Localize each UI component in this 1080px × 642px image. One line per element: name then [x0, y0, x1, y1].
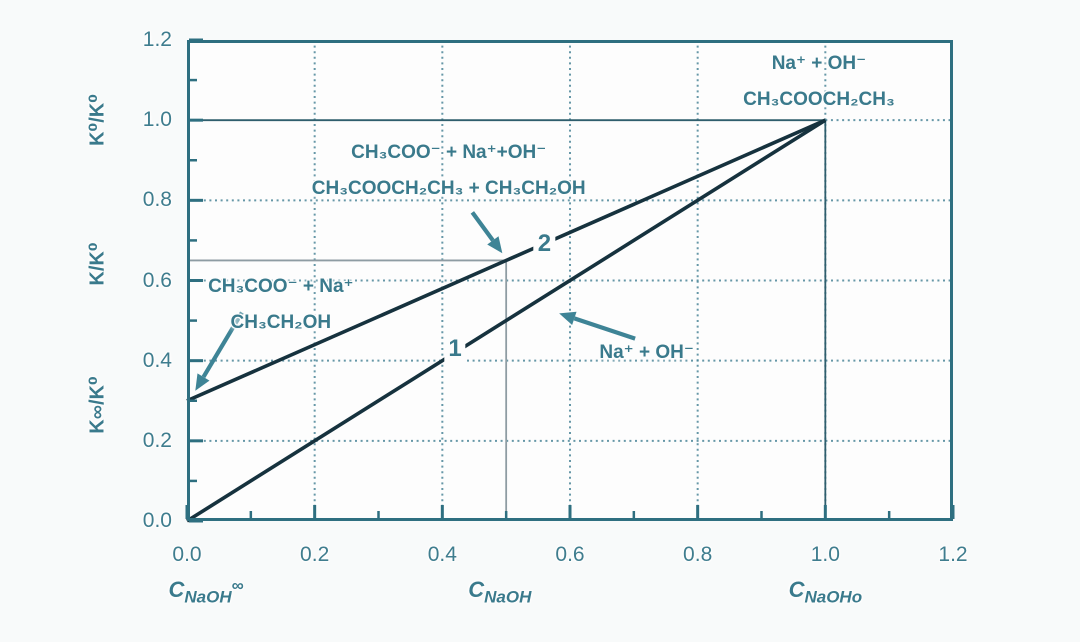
unit-subscript: NaOH [184, 587, 232, 607]
y-tick-label: 0.0 [142, 509, 172, 532]
y-tick-label: 1.2 [142, 28, 172, 51]
unit-main: C [468, 577, 485, 602]
arrow-shaft-final-state [201, 311, 244, 379]
unit-superscript: ∞ [231, 576, 244, 595]
y-tick-label: 0.6 [142, 268, 172, 292]
x-axis-unit-label: CNaOH [468, 576, 531, 607]
x-tick-label: 0.6 [555, 543, 585, 566]
y-tick-label: 1.0 [142, 108, 172, 132]
y-tick-label: 0.8 [142, 188, 172, 212]
x-tick-label: 0.0 [172, 543, 202, 566]
series-line-2 [186, 118, 827, 403]
arrow-head-reaction-state [487, 236, 503, 254]
y-axis-label: K/K⁰ [86, 242, 109, 287]
x-axis-unit-label: CNaOH∞ [169, 576, 244, 607]
unit-subscript: NaOH [484, 587, 532, 607]
x-tick-label: 0.2 [300, 543, 330, 566]
plot-area [185, 38, 955, 523]
unit-subscript: NaOHo [804, 587, 863, 607]
arrow-shaft-reaction-state [470, 211, 495, 242]
series-line-1 [186, 118, 827, 523]
y-axis-label: K∞/K⁰ [86, 376, 109, 434]
arrow-head-naoh-line [559, 311, 577, 326]
plot-frame [187, 40, 953, 521]
unit-main: C [168, 577, 185, 602]
x-tick-label: 0.4 [427, 543, 457, 566]
x-tick-label: 1.2 [938, 543, 968, 566]
x-tick-label: 0.8 [683, 543, 713, 566]
arrow-head-final-state [195, 373, 210, 391]
arrow-shaft-naoh-line [573, 316, 636, 341]
unit-main: C [788, 577, 805, 602]
y-axis-label: K⁰/K⁰ [86, 94, 109, 147]
y-tick-label: 0.2 [142, 428, 172, 452]
x-axis-unit-label: CNaOHo [789, 576, 863, 607]
x-tick-label: 1.0 [810, 543, 840, 566]
y-tick-label: 0.4 [142, 348, 172, 372]
